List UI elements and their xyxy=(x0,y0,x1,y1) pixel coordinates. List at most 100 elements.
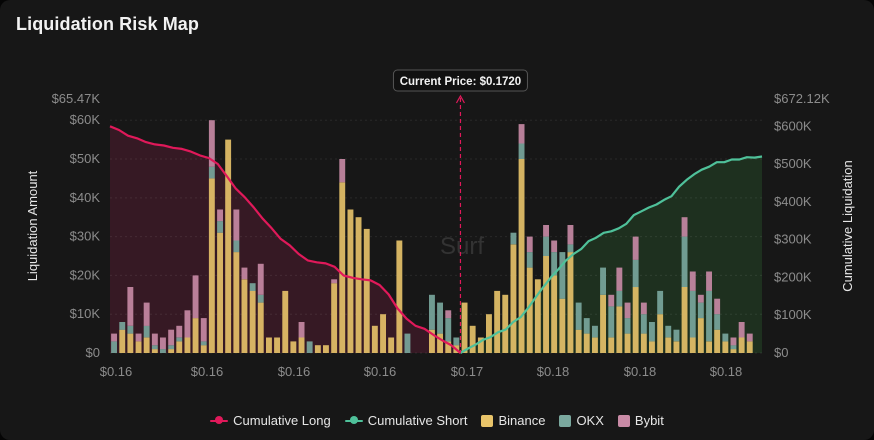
bar-bybit xyxy=(632,236,639,260)
bar-bybit xyxy=(208,120,215,167)
bar-okx xyxy=(640,314,647,334)
bar-bybit xyxy=(551,240,558,253)
bar-binance xyxy=(706,341,712,353)
bar-binance xyxy=(151,349,158,353)
bar-okx xyxy=(551,252,558,276)
bar-okx xyxy=(616,290,623,307)
bar-binance xyxy=(746,341,753,353)
bar-okx xyxy=(111,341,117,353)
bar-bybit xyxy=(608,294,615,307)
bar-okx xyxy=(526,252,533,268)
y-tick-label: $40K xyxy=(70,190,101,205)
bar-binance xyxy=(347,209,354,353)
bar-okx xyxy=(608,306,615,338)
legend-swatch xyxy=(617,414,630,427)
bar-okx xyxy=(429,294,435,330)
bar-binance xyxy=(608,337,615,353)
bar-binance xyxy=(665,337,672,353)
bar-binance xyxy=(429,329,435,353)
bar-binance xyxy=(323,345,329,353)
bar-binance xyxy=(469,325,476,353)
current-price-arrow xyxy=(455,94,465,104)
bar-bybit xyxy=(135,333,142,342)
bar-binance xyxy=(526,267,533,353)
bar-okx xyxy=(453,337,460,346)
bar-binance xyxy=(266,337,272,353)
bar-okx xyxy=(706,290,712,342)
y-tick-label: $50K xyxy=(70,151,101,166)
bar-binance xyxy=(616,306,623,353)
bar-bybit xyxy=(233,209,240,241)
bar-binance xyxy=(649,341,655,353)
bar-binance xyxy=(534,279,541,353)
bar-binance xyxy=(257,302,264,353)
bar-binance xyxy=(510,244,517,353)
bar-okx xyxy=(673,329,680,342)
bar-okx xyxy=(127,325,134,334)
legend-item-okx[interactable]: OKX xyxy=(559,413,604,428)
legend-item-binance[interactable]: Binance xyxy=(481,413,545,428)
bar-binance xyxy=(730,349,737,353)
bar-bybit xyxy=(567,225,574,245)
y-top-label: $65.47K xyxy=(52,91,101,106)
bar-okx xyxy=(624,318,631,334)
x-tick-label: $0.18 xyxy=(624,364,657,379)
bar-binance xyxy=(241,279,248,353)
bar-okx xyxy=(657,290,664,315)
legend-swatch xyxy=(481,414,494,427)
cumulative-long-line xyxy=(109,125,462,354)
bar-binance xyxy=(200,345,207,353)
chart-title: Liquidation Risk Map xyxy=(16,14,200,34)
bar-okx xyxy=(681,236,688,287)
bar-binance xyxy=(445,341,452,353)
y-tick-label: $60K xyxy=(70,112,101,127)
bar-bybit xyxy=(445,310,452,319)
bar-binance xyxy=(543,256,549,353)
bar-binance xyxy=(363,228,370,353)
x-tick-label: $0.17 xyxy=(451,364,484,379)
bar-bybit xyxy=(168,329,175,346)
bar-bybit xyxy=(640,302,647,315)
bar-binance xyxy=(575,329,582,353)
bar-binance xyxy=(184,337,191,353)
bar-binance xyxy=(738,337,745,353)
y-tick-label: $10K xyxy=(70,306,101,321)
bar-okx xyxy=(518,143,525,159)
bar-okx xyxy=(168,345,175,350)
bar-binance xyxy=(355,217,362,353)
bar-okx xyxy=(217,221,223,233)
bar-binance xyxy=(127,333,134,353)
legend-item-bybit[interactable]: Bybit xyxy=(617,413,664,428)
bar-binance xyxy=(697,318,704,353)
bar-okx xyxy=(404,333,411,353)
bar-binance xyxy=(518,159,525,353)
bar-bybit xyxy=(143,302,150,326)
legend-item-cumulative-long[interactable]: Cumulative Long xyxy=(210,413,331,428)
bar-binance xyxy=(592,337,598,353)
bar-okx xyxy=(567,244,574,253)
bar-binance xyxy=(168,349,175,353)
watermark: Surf xyxy=(440,233,484,260)
bar-binance xyxy=(233,252,240,353)
bar-okx xyxy=(583,318,590,334)
bar-okx xyxy=(697,302,704,319)
y-tick-label: $20K xyxy=(70,267,101,282)
bar-okx xyxy=(575,302,582,330)
bar-bybit xyxy=(184,310,191,338)
x-tick-label: $0.16 xyxy=(100,364,133,379)
y2-tick-label: $0 xyxy=(774,345,788,360)
legend-label: Binance xyxy=(498,413,546,428)
bar-binance xyxy=(274,337,280,353)
y2-axis-title: Cumulative Liquidation xyxy=(840,160,855,292)
y2-tick-label: $600K xyxy=(774,118,812,133)
legend-item-cumulative-short[interactable]: Cumulative Short xyxy=(344,413,467,428)
bar-okx xyxy=(543,236,549,256)
y2-tick-label: $400K xyxy=(774,194,812,209)
y-axis-title: Liquidation Amount xyxy=(25,170,40,281)
bar-binance xyxy=(502,294,509,353)
bar-okx xyxy=(119,322,126,330)
bar-binance xyxy=(632,287,639,353)
current-price-label: Current Price: $0.1720 xyxy=(400,76,521,88)
legend-label: OKX xyxy=(576,413,604,428)
